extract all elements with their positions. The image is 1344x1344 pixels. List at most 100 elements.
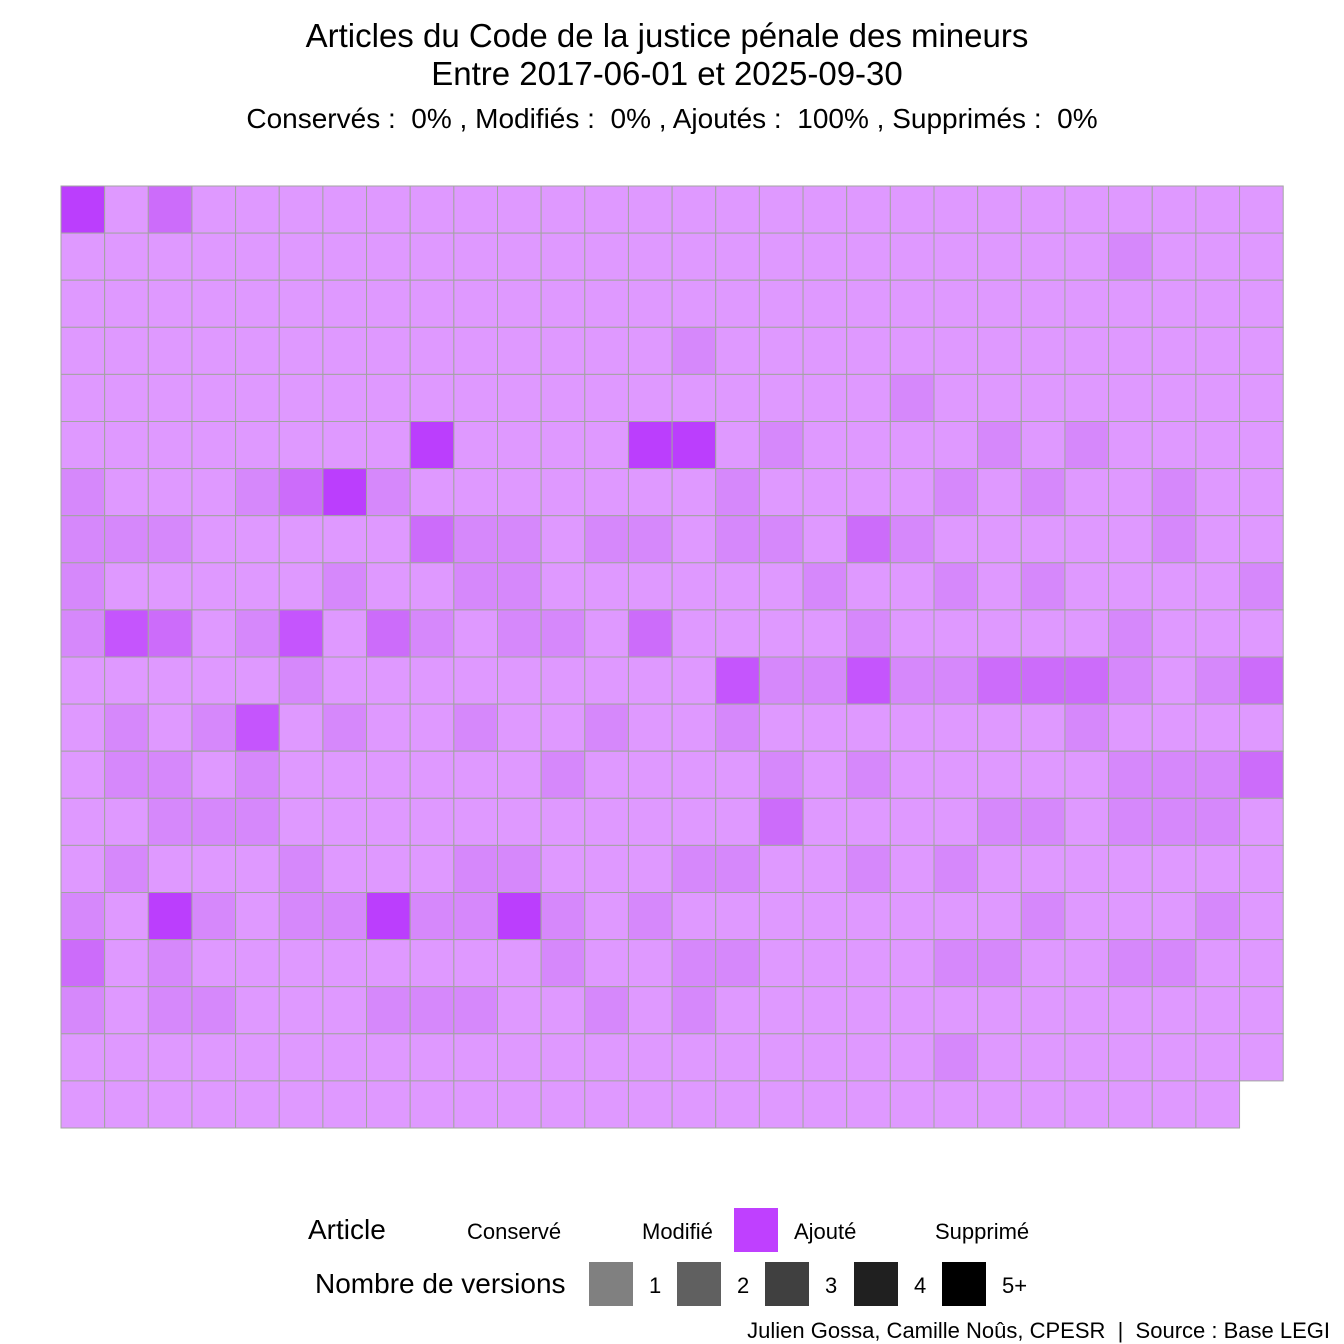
- article-tile: [846, 939, 891, 988]
- article-tile: [366, 421, 411, 470]
- article-tile: [147, 1033, 193, 1082]
- article-tile: [497, 515, 542, 564]
- article-tile: [366, 232, 411, 281]
- article-tile: [627, 468, 673, 517]
- article-tile: [627, 703, 673, 752]
- article-tile: [235, 1080, 280, 1129]
- article-tile: [1108, 656, 1153, 705]
- article-tile: [409, 421, 455, 470]
- article-tile: [1151, 562, 1197, 611]
- article-tile: [497, 468, 542, 517]
- article-tile: [104, 844, 149, 894]
- article-tile: [147, 562, 193, 611]
- article-tile: [758, 1080, 804, 1129]
- article-tile: [235, 373, 280, 422]
- article-tile: [453, 797, 499, 846]
- article-tile: [409, 703, 455, 752]
- article-tile: [366, 185, 411, 234]
- article-tile: [1195, 939, 1241, 988]
- article-tile: [409, 939, 455, 988]
- article-tile: [584, 656, 629, 705]
- article-tile: [497, 844, 542, 894]
- article-tile: [366, 892, 411, 941]
- article-tile: [889, 515, 935, 564]
- article-tile: [584, 279, 629, 328]
- article-tile: [497, 421, 542, 470]
- article-tile: [278, 609, 324, 658]
- article-tile: [671, 326, 717, 375]
- article-tile: [1195, 279, 1241, 328]
- article-tile: [409, 750, 455, 799]
- article-tile: [627, 1080, 673, 1129]
- article-tile: [235, 279, 280, 328]
- legend-versions-title: Nombre de versions: [315, 1268, 566, 1299]
- article-tile: [1151, 515, 1197, 564]
- article-tile: [366, 468, 411, 517]
- article-tile: [1239, 468, 1284, 517]
- article-tile: [278, 703, 324, 752]
- article-tile: [191, 326, 237, 375]
- article-tile: [1064, 185, 1110, 234]
- article-tile: [889, 562, 935, 611]
- article-tile: [889, 703, 935, 752]
- article-tile: [453, 185, 499, 234]
- article-tile: [584, 939, 629, 988]
- article-tile: [322, 468, 368, 517]
- article-tile: [671, 468, 717, 517]
- article-tile: [147, 515, 193, 564]
- article-tile: [1108, 939, 1153, 988]
- article-tile: [60, 185, 106, 234]
- article-tile: [933, 892, 979, 941]
- article-tile: [278, 232, 324, 281]
- article-tile: [1064, 797, 1110, 846]
- article-tile: [1064, 939, 1110, 988]
- article-tile: [715, 892, 760, 941]
- article-tile: [1020, 939, 1066, 988]
- article-tile: [366, 1033, 411, 1082]
- article-tile: [540, 986, 586, 1035]
- article-tile: [1195, 421, 1241, 470]
- article-tile: [104, 609, 149, 658]
- article-tile: [60, 656, 106, 705]
- article-tile: [104, 279, 149, 328]
- article-tile: [977, 939, 1022, 988]
- article-tile: [278, 750, 324, 799]
- article-tile: [60, 468, 106, 517]
- article-tile: [540, 703, 586, 752]
- article-tile: [540, 750, 586, 799]
- article-tile: [933, 515, 979, 564]
- article-tile: [802, 185, 848, 234]
- article-tile: [191, 562, 237, 611]
- article-tile: [715, 939, 760, 988]
- article-tile: [322, 939, 368, 988]
- chart-date-range: Entre 2017-06-01 et 2025-09-30: [431, 55, 903, 92]
- article-tile: [1239, 892, 1284, 941]
- article-tile: [1151, 468, 1197, 517]
- article-tile: [540, 373, 586, 422]
- article-tile: [1020, 562, 1066, 611]
- article-tile: [584, 797, 629, 846]
- article-tile: [497, 1033, 542, 1082]
- article-tile: [715, 1080, 760, 1129]
- article-tile: [409, 326, 455, 375]
- article-tile: [191, 279, 237, 328]
- waffle-chart: [60, 185, 1284, 1129]
- article-tile: [1108, 562, 1153, 611]
- article-tile: [453, 515, 499, 564]
- article-tile: [627, 750, 673, 799]
- article-tile: [104, 939, 149, 988]
- article-tile: [60, 986, 106, 1035]
- article-tile: [322, 185, 368, 234]
- article-tile: [60, 515, 106, 564]
- article-tile: [191, 1080, 237, 1129]
- article-tile: [758, 232, 804, 281]
- article-tile: [715, 797, 760, 846]
- article-tile: [802, 797, 848, 846]
- article-tile: [758, 892, 804, 941]
- article-tile: [671, 797, 717, 846]
- article-tile: [671, 562, 717, 611]
- article-tile: [147, 185, 193, 234]
- article-tile: [278, 515, 324, 564]
- article-tile: [409, 892, 455, 941]
- article-tile: [147, 421, 193, 470]
